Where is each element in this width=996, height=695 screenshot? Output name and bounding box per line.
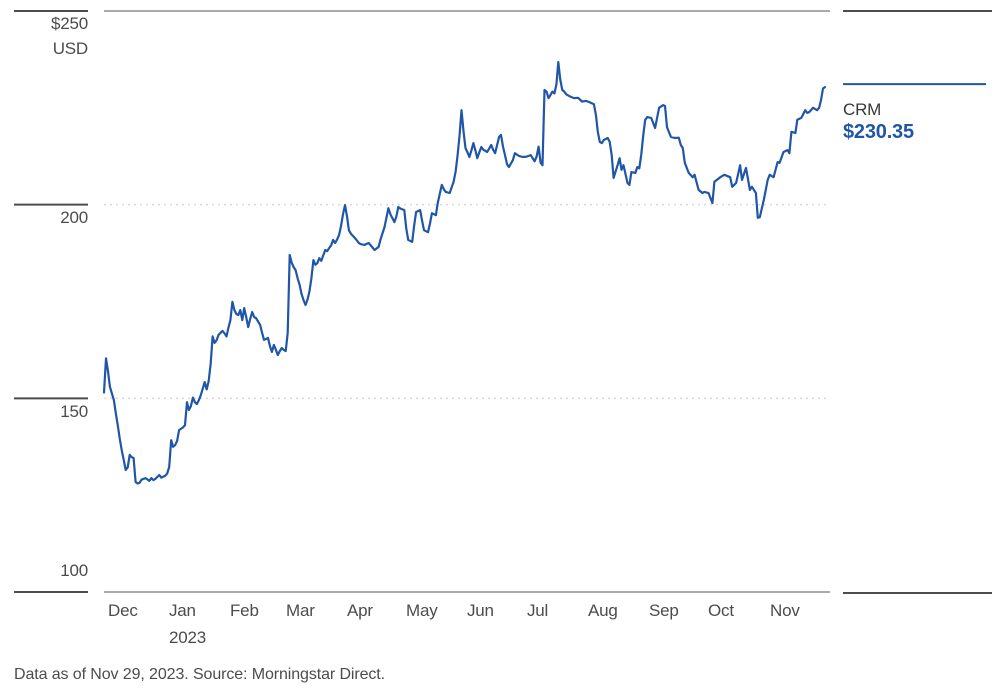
crm-price-line	[102, 61, 827, 485]
y-tick-label-200: 200	[60, 208, 88, 227]
x-tick-label-oct: Oct	[708, 601, 734, 620]
x-tick-label-may: May	[406, 601, 438, 620]
x-tick-label-apr: Apr	[347, 601, 373, 620]
source-footnote: Data as of Nov 29, 2023. Source: Morning…	[14, 666, 385, 683]
x-tick-label-jan: Jan	[169, 601, 196, 620]
x-tick-label-nov: Nov	[770, 601, 800, 620]
y-tick-label-150: 150	[60, 402, 88, 421]
last-price-label: $230.35	[843, 121, 914, 143]
ticker-symbol-label: CRM	[843, 100, 882, 119]
x-tick-label-mar: Mar	[286, 601, 315, 620]
x-axis-year-label: 2023	[169, 628, 207, 647]
x-tick-label-jul: Jul	[527, 601, 549, 620]
y-tick-label-250: $250	[50, 14, 88, 33]
x-tick-label-feb: Feb	[230, 601, 259, 620]
x-tick-label-aug: Aug	[588, 601, 618, 620]
y-axis-currency-label: USD	[52, 39, 88, 58]
x-tick-label-dec: Dec	[108, 601, 138, 620]
y-tick-label-100: 100	[60, 561, 88, 580]
x-tick-label-sep: Sep	[649, 601, 679, 620]
x-tick-label-jun: Jun	[467, 601, 494, 620]
